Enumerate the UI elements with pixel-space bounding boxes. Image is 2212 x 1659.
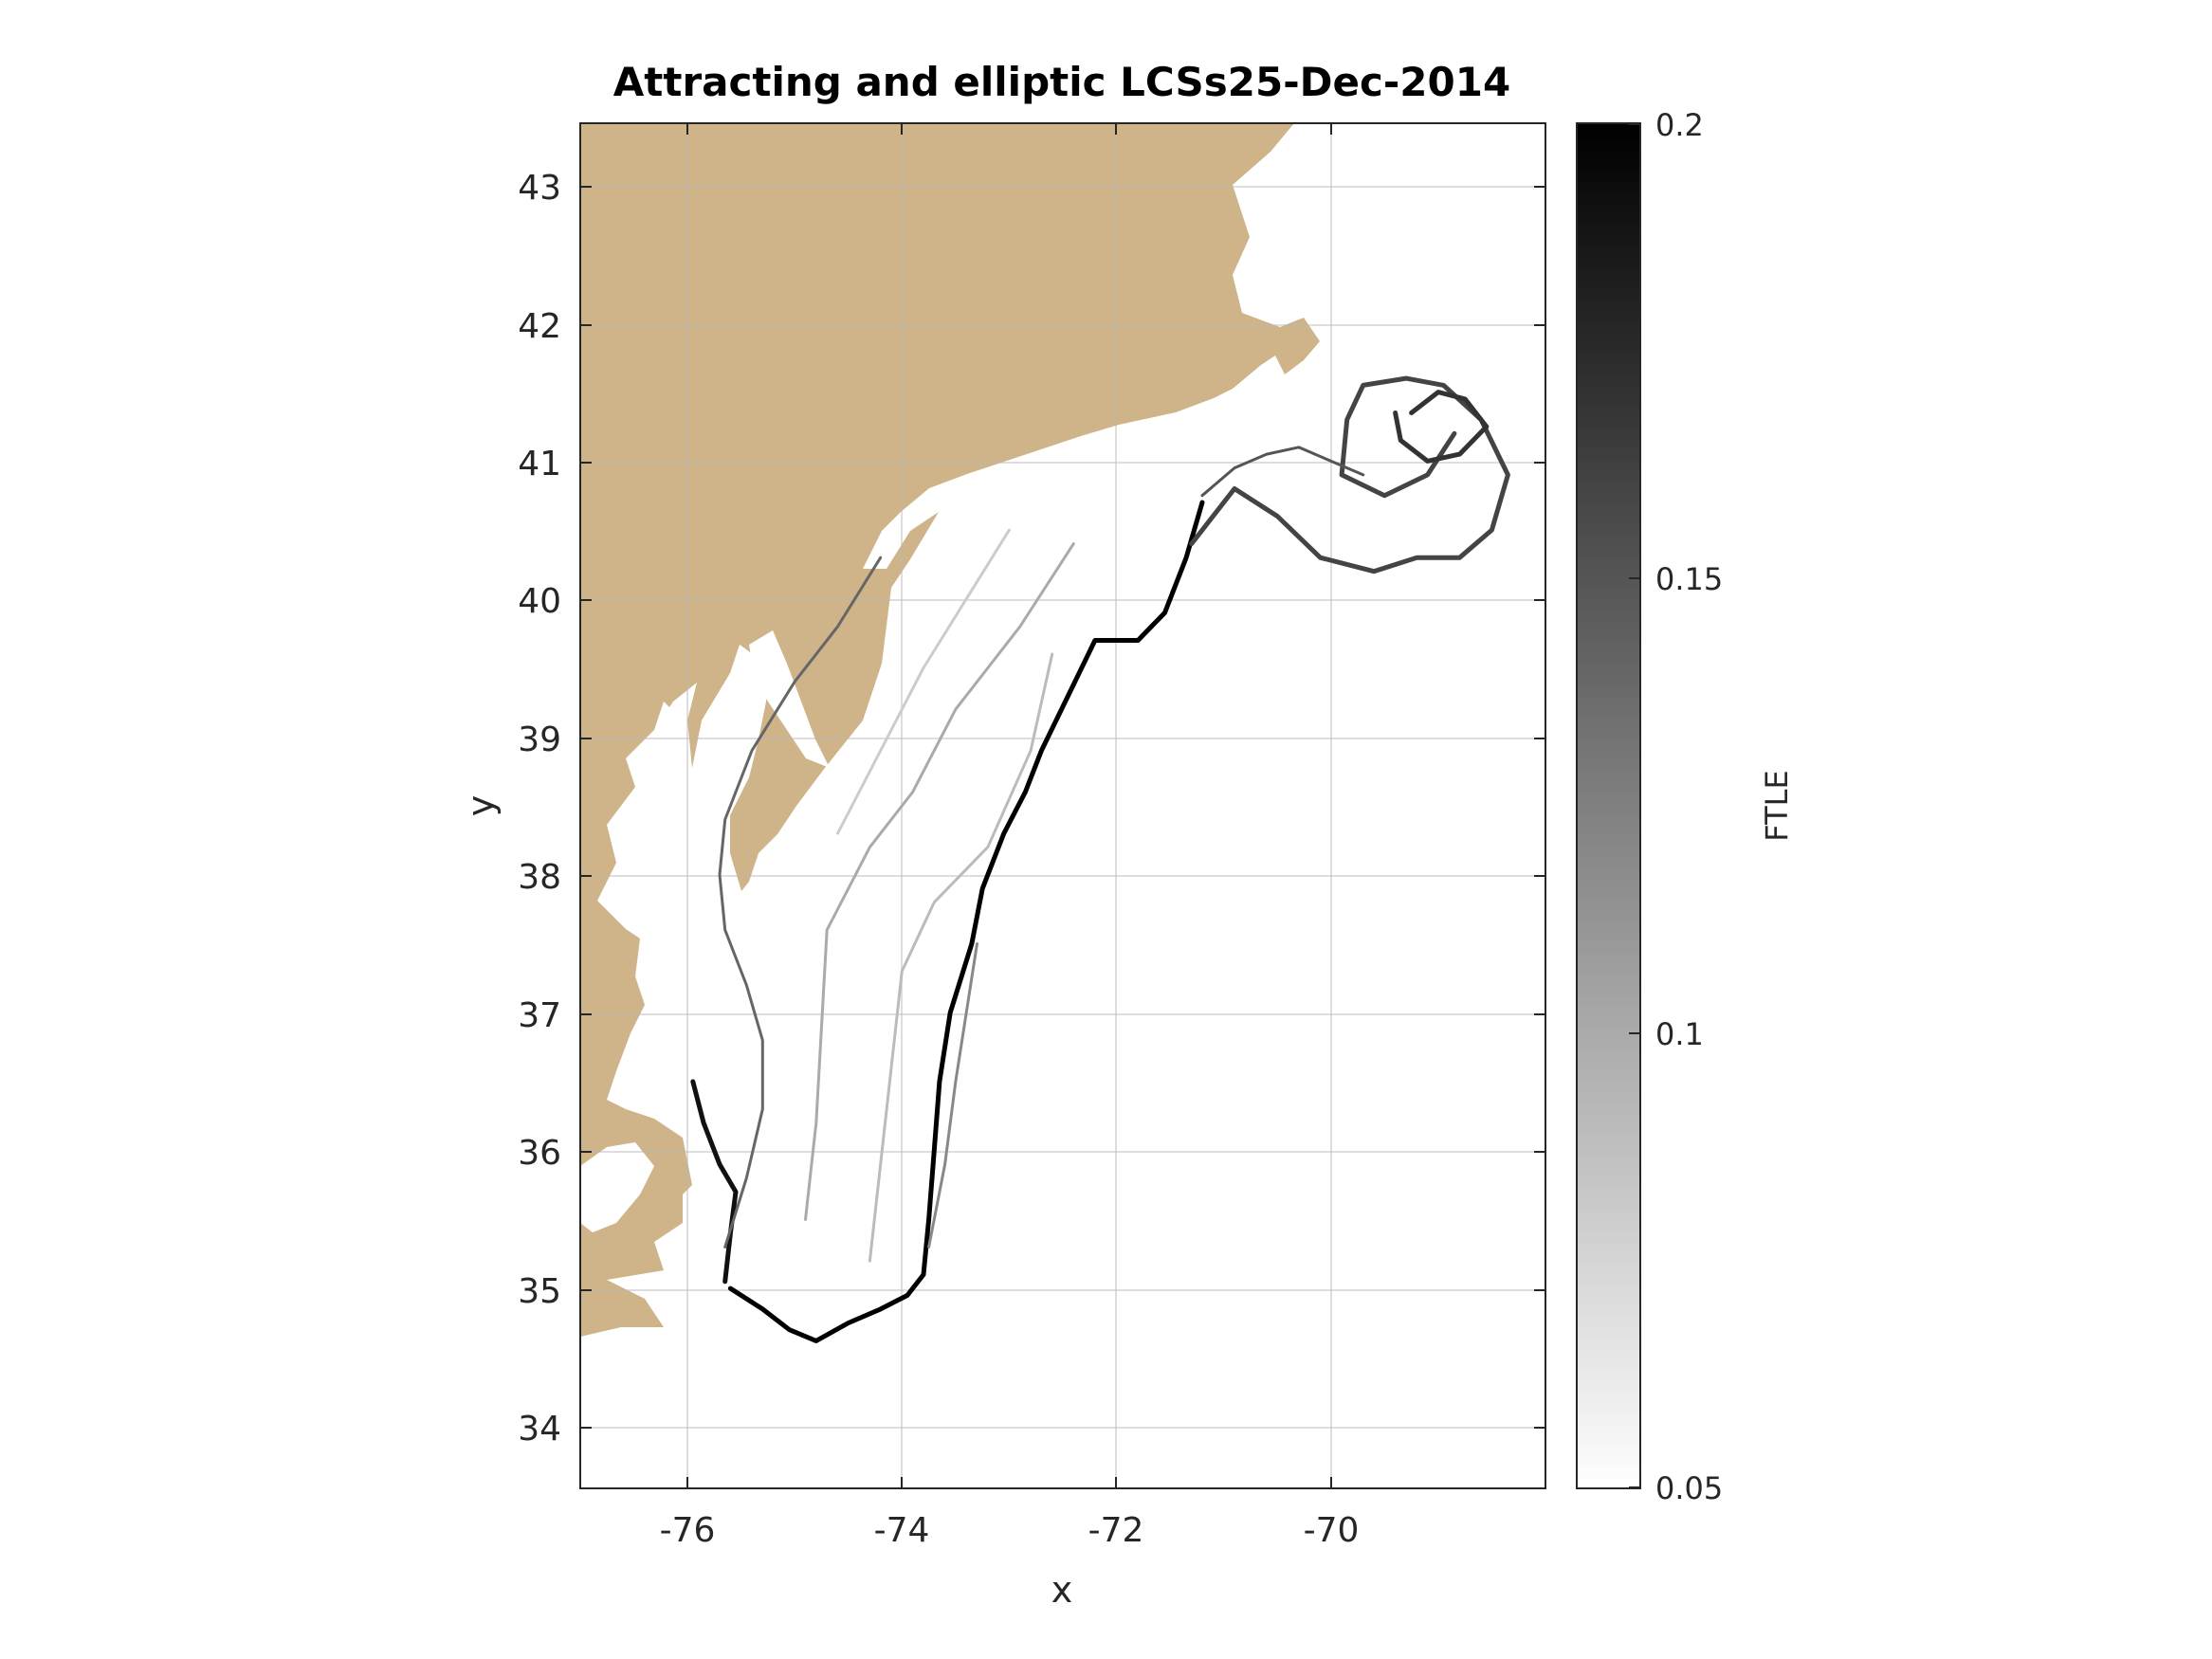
x-tick-label: -72 xyxy=(1088,1511,1144,1550)
x-tick-label: -76 xyxy=(660,1511,716,1550)
colorbar-tick-label: 0.15 xyxy=(1655,561,1723,597)
chart-title: Attracting and elliptic LCSs25-Dec-2014 xyxy=(613,59,1510,105)
colorbar-tick-label: 0.1 xyxy=(1655,1016,1704,1052)
colorbar-ticks xyxy=(1629,123,1640,1488)
y-tick-label: 41 xyxy=(518,445,561,483)
y-tick-label: 43 xyxy=(518,169,561,208)
y-tick-label: 40 xyxy=(518,582,561,621)
x-axis-label: x xyxy=(1051,1569,1073,1611)
y-axis-label: y xyxy=(460,795,502,817)
x-axis xyxy=(686,123,1332,1488)
y-tick-label: 38 xyxy=(518,858,561,897)
chesapeake-bay xyxy=(631,702,683,1014)
ftle-ridges xyxy=(690,375,1510,1343)
land-mass-north xyxy=(580,123,1320,1337)
ftle-ridge-line xyxy=(927,942,978,1249)
delaware-bay xyxy=(749,630,830,768)
ftle-ridge-line xyxy=(1200,446,1365,498)
y-tick-label: 39 xyxy=(518,720,561,759)
colorbar-tick-label: 0.05 xyxy=(1655,1470,1723,1506)
y-tick-label: 36 xyxy=(518,1134,561,1173)
y-tick-label: 34 xyxy=(518,1410,561,1449)
ftle-ridge-line xyxy=(727,500,1205,1343)
long-island-sound xyxy=(905,446,1109,526)
grid xyxy=(580,123,1545,1488)
ftle-ridge-line xyxy=(868,652,1054,1263)
y-tick-label: 35 xyxy=(518,1272,561,1311)
pamlico-sound xyxy=(580,1142,654,1232)
y-axis xyxy=(580,186,1545,1429)
x-tick-label: -74 xyxy=(874,1511,930,1550)
ftle-ridge-line xyxy=(1393,390,1490,464)
ftle-ridge-line xyxy=(836,528,1011,835)
x-tick-label: -70 xyxy=(1304,1511,1360,1550)
ftle-ridge-line xyxy=(804,542,1075,1221)
ftle-ridge-line xyxy=(690,1079,739,1285)
y-tick-label: 37 xyxy=(518,996,561,1035)
y-tick-label: 42 xyxy=(518,307,561,346)
axes-box xyxy=(579,122,1546,1489)
ftle-ridge-line xyxy=(718,556,883,1249)
land-layer xyxy=(580,123,1320,1337)
ftle-ridge-line xyxy=(1189,375,1510,574)
colorbar-tick-label: 0.2 xyxy=(1655,107,1704,143)
colorbar xyxy=(1576,122,1641,1489)
colorbar-label: FTLE xyxy=(1759,770,1795,841)
